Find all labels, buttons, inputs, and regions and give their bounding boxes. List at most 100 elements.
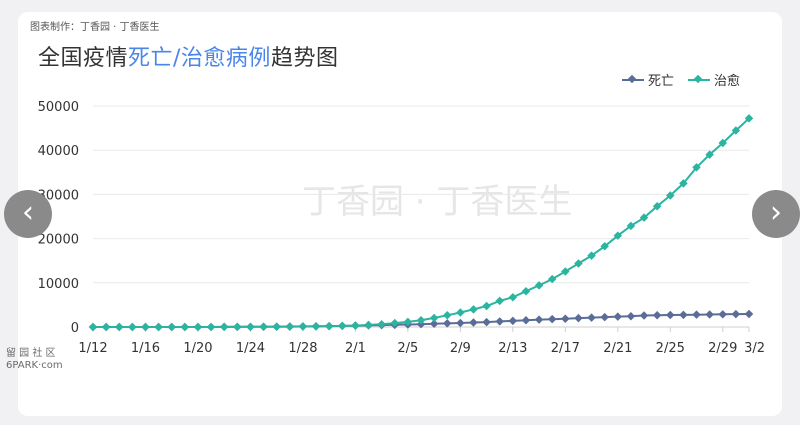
series-line-1	[93, 117, 750, 328]
data-point	[639, 311, 649, 320]
data-point	[416, 315, 426, 325]
data-point	[508, 293, 518, 302]
data-point	[259, 322, 268, 332]
x-tick-label: 2/21	[603, 341, 632, 356]
data-point	[652, 310, 662, 320]
chart-card	[18, 12, 782, 416]
data-point	[666, 310, 675, 320]
data-point	[456, 318, 465, 328]
data-point	[679, 310, 688, 320]
x-axis: 1/12 1/16 1/20 1/24 1/28 2/1 2/5 2/9 2/13 2/17 2/2…	[78, 327, 765, 356]
data-point	[561, 267, 570, 276]
data-point	[561, 314, 570, 323]
x-tick-label: 2/13	[498, 341, 527, 356]
data-point	[731, 309, 741, 319]
legend-item-deaths[interactable]: 死亡	[622, 70, 674, 89]
data-point	[311, 322, 321, 331]
x-tick-label: 2/17	[551, 341, 580, 356]
legend-item-recovered[interactable]: 治愈	[688, 70, 740, 89]
data-point	[705, 310, 714, 319]
data-point	[508, 316, 518, 326]
chart-source-label: 图表制作：丁香园 · 丁香医生	[30, 22, 160, 33]
data-point	[482, 317, 491, 327]
data-point	[180, 322, 190, 332]
data-point	[88, 322, 98, 332]
data-point	[574, 259, 583, 268]
data-point	[285, 322, 295, 331]
legend-label-recovered: 治愈	[714, 74, 741, 89]
x-tick-label: 2/1	[345, 341, 366, 356]
chart-title-prefix: 全国疫情	[38, 46, 129, 71]
data-point	[600, 312, 609, 322]
data-point	[521, 286, 531, 296]
data-point	[482, 301, 491, 311]
chart-title-highlight: 死亡/治愈病例	[128, 46, 271, 71]
data-point	[364, 320, 373, 330]
data-point	[626, 311, 636, 321]
data-point	[692, 310, 701, 319]
x-tick-label: 1/28	[288, 341, 317, 356]
series-lines	[93, 117, 750, 328]
data-point	[219, 322, 229, 332]
data-point	[587, 313, 596, 322]
data-point	[547, 274, 557, 284]
x-tick-label: 1/24	[236, 341, 265, 356]
x-tick-label: 3/2	[744, 341, 765, 356]
data-point	[324, 322, 334, 331]
data-point	[456, 308, 465, 317]
data-point	[141, 322, 150, 332]
data-point	[613, 312, 623, 321]
data-point	[233, 322, 242, 332]
data-point	[246, 322, 255, 332]
data-point	[206, 322, 216, 332]
data-point	[390, 318, 400, 328]
data-point	[403, 317, 413, 327]
data-point	[154, 322, 163, 332]
data-point	[521, 316, 531, 325]
chart-title: 全国疫情死亡/治愈病例趋势图	[38, 40, 338, 72]
data-point	[351, 321, 360, 330]
x-tick-label: 1/16	[131, 341, 160, 356]
x-tick-label: 2/29	[708, 341, 737, 356]
data-point	[377, 319, 386, 329]
x-tick-label: 1/12	[78, 341, 107, 356]
x-tick-label: 2/9	[450, 341, 471, 356]
chart-legend: 死亡 治愈	[622, 70, 740, 89]
corner-watermark-line-2: 6PARK·com	[6, 360, 63, 371]
y-tick-label: 0	[71, 321, 79, 336]
data-point	[469, 305, 478, 314]
series-markers	[88, 114, 754, 332]
data-point	[442, 311, 452, 320]
x-tick-label: 1/20	[183, 341, 212, 356]
data-point	[101, 322, 111, 332]
chart-watermark: 丁香园 · 丁香医生	[302, 182, 572, 222]
y-tick-label: 40000	[38, 144, 79, 159]
next-arrow-icon[interactable]: ›	[752, 190, 800, 238]
data-point	[167, 322, 176, 332]
legend-swatch-recovered	[688, 74, 711, 86]
data-point	[128, 322, 137, 332]
corner-watermark-line-1: 留 园 社 区	[6, 348, 56, 359]
chart-title-suffix: 趋势图	[270, 46, 339, 71]
data-point	[114, 322, 124, 332]
data-point	[272, 322, 281, 332]
corner-watermark: 留 园 社 区 6PARK·com	[6, 348, 63, 372]
data-point	[193, 322, 203, 332]
data-point	[429, 313, 439, 323]
legend-swatch-deaths	[622, 74, 644, 86]
y-axis: 0 10000 20000 30000 40000 50000	[38, 100, 79, 336]
previous-arrow-icon[interactable]: ‹	[4, 190, 52, 238]
data-point	[469, 318, 478, 327]
data-point	[429, 319, 439, 329]
legend-label-deaths: 死亡	[648, 74, 675, 89]
data-point	[718, 310, 728, 319]
data-point	[442, 319, 452, 328]
y-tick-label: 50000	[38, 100, 79, 115]
y-tick-label: 20000	[38, 233, 79, 248]
x-tick-label: 2/25	[656, 341, 685, 356]
data-point	[574, 313, 583, 323]
x-tick-label: 2/5	[397, 341, 418, 356]
data-point	[534, 315, 544, 324]
data-point	[338, 321, 347, 331]
